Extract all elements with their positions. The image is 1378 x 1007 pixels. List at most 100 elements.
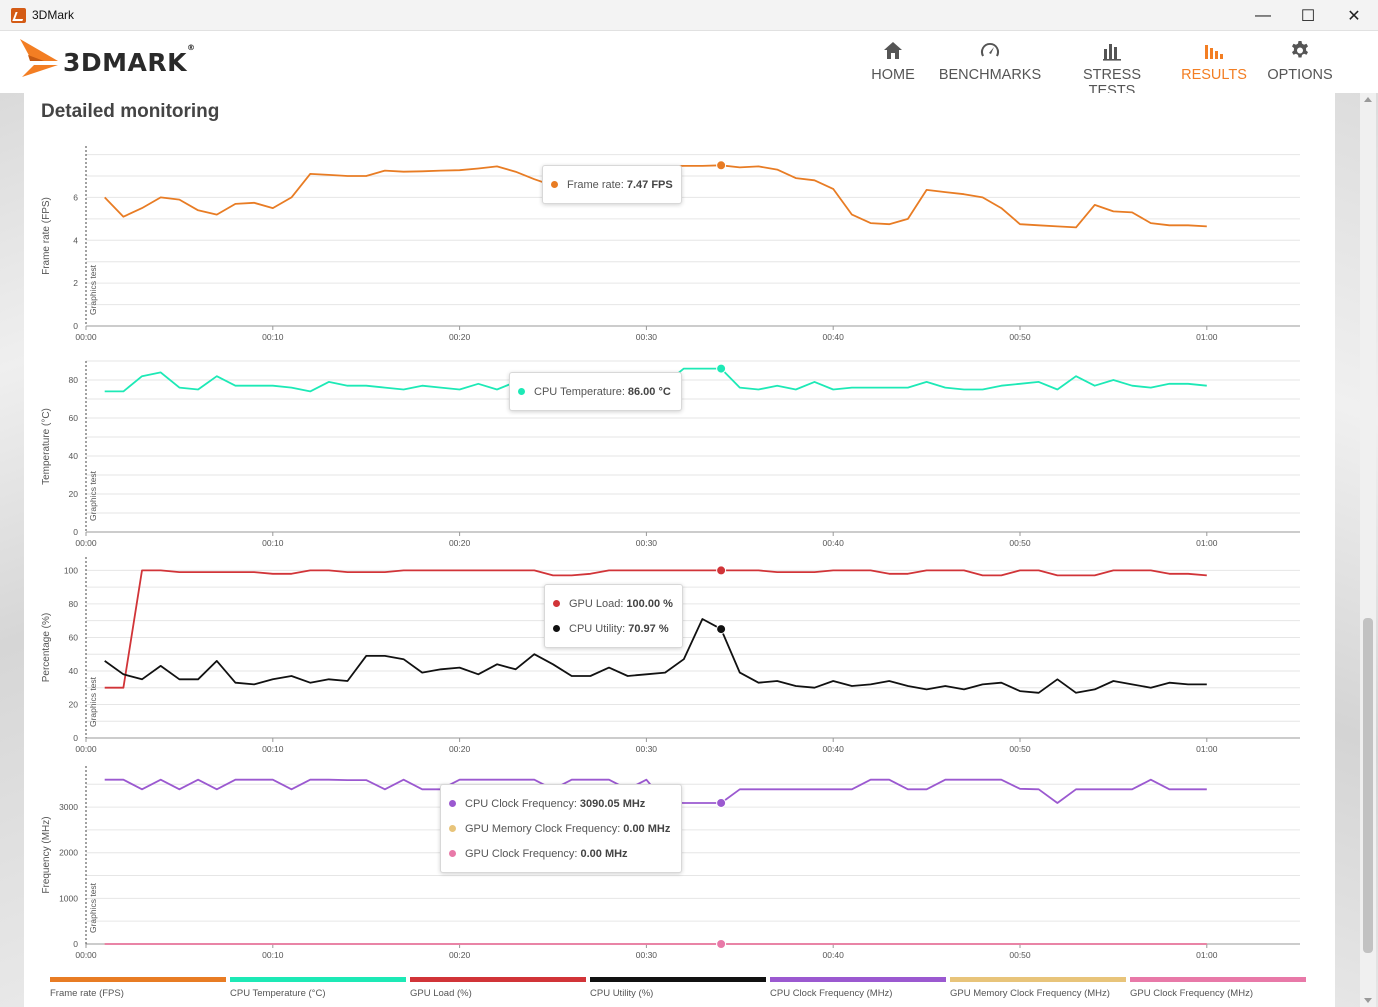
nav-results[interactable]: RESULTS	[1180, 39, 1248, 87]
x-tick-label: 01:00	[1196, 332, 1218, 342]
scroll-up-icon[interactable]	[1364, 97, 1372, 102]
tooltip-label: Frame rate:	[567, 178, 624, 191]
nav-benchmarks-label: BENCHMARKS	[938, 67, 1042, 83]
close-button[interactable]: ✕	[1347, 7, 1361, 25]
tooltip-cpu-temperature: CPU Temperature: 86.00 °C	[509, 372, 682, 411]
nav-benchmarks[interactable]: BENCHMARKS	[936, 39, 1044, 87]
nav-results-label: RESULTS	[1181, 67, 1247, 83]
y-tick-label: 40	[69, 451, 79, 461]
y-tick-label: 4	[73, 235, 78, 245]
series-dot-icon	[553, 625, 560, 632]
y-tick-label: 0	[73, 733, 78, 743]
x-tick-label: 00:00	[75, 538, 97, 548]
legend-label: Frame rate (FPS)	[50, 988, 124, 999]
legend-swatch	[230, 977, 406, 982]
x-tick-label: 01:00	[1196, 744, 1218, 754]
series-dot-icon	[449, 850, 456, 857]
tooltip-value: 7.47 FPS	[626, 178, 673, 191]
legend-item-gpu-load[interactable]: GPU Load (%)	[410, 977, 586, 1003]
x-tick-label: 01:00	[1196, 950, 1218, 960]
legend-item-cpu-temperature[interactable]: CPU Temperature (°C)	[230, 977, 406, 1003]
home-icon	[884, 42, 902, 59]
graphics-test-label: Graphics test	[88, 882, 98, 933]
nav-home[interactable]: HOME	[866, 39, 920, 87]
x-tick-label: 00:30	[636, 744, 658, 754]
tooltip-row: GPU Memory Clock Frequency: 0.00 MHz	[449, 816, 673, 841]
tooltip-percentage: GPU Load: 100.00 % CPU Utility: 70.97 %	[544, 584, 683, 648]
nav-options-label: OPTIONS	[1267, 67, 1333, 83]
y-tick-label: 80	[69, 599, 79, 609]
legend-swatch	[410, 977, 586, 982]
x-tick-label: 00:10	[262, 332, 284, 342]
bar-chart-icon	[1103, 44, 1121, 61]
x-tick-label: 00:30	[636, 332, 658, 342]
y-tick-label: 60	[69, 413, 79, 423]
y-tick-label: 1000	[59, 893, 78, 903]
y-tick-label: 20	[69, 489, 79, 499]
legend-label: GPU Memory Clock Frequency (MHz)	[950, 988, 1110, 999]
scroll-down-icon[interactable]	[1364, 998, 1372, 1003]
scroll-thumb[interactable]	[1363, 618, 1373, 953]
x-tick-label: 00:50	[1009, 538, 1031, 548]
y-tick-label: 40	[69, 666, 79, 676]
legend-swatch	[770, 977, 946, 982]
tooltip-value: 3090.05 MHz	[579, 797, 646, 810]
legend-label: GPU Load (%)	[410, 988, 472, 999]
legend-label: CPU Temperature (°C)	[230, 988, 326, 999]
tooltip-value: 100.00 %	[626, 597, 673, 610]
app-header: 3DMARK® HOME BENCHMARKS STRESS TESTS RES…	[0, 31, 1378, 99]
3dmark-logo-text: 3DMARK®	[63, 42, 196, 77]
tooltip-value: 0.00 MHz	[623, 822, 671, 835]
x-tick-label: 00:40	[823, 950, 845, 960]
y-tick-label: 0	[73, 527, 78, 537]
y-tick-label: 2000	[59, 848, 78, 858]
tooltip-label: GPU Memory Clock Frequency:	[465, 822, 621, 835]
y-axis-label: Frame rate (FPS)	[41, 197, 52, 275]
x-tick-label: 00:40	[823, 332, 845, 342]
y-tick-label: 2	[73, 278, 78, 288]
legend-item-cpu-clock[interactable]: CPU Clock Frequency (MHz)	[770, 977, 946, 1003]
graphics-test-label: Graphics test	[88, 676, 98, 727]
window-title: 3DMark	[32, 8, 75, 22]
tooltip-label: GPU Load:	[569, 597, 624, 610]
tooltip-value: 86.00 °C	[627, 385, 671, 398]
x-tick-label: 00:40	[823, 538, 845, 548]
app-icon	[11, 8, 26, 23]
gauge-icon	[980, 43, 1000, 57]
graphics-test-label: Graphics test	[88, 470, 98, 521]
legend-item-gpu-clock[interactable]: GPU Clock Frequency (MHz)	[1130, 977, 1306, 1003]
y-axis-label: Temperature (°C)	[41, 408, 52, 485]
legend-item-frame-rate[interactable]: Frame rate (FPS)	[50, 977, 226, 1003]
x-tick-label: 00:50	[1009, 332, 1031, 342]
tooltip-label: GPU Clock Frequency:	[465, 847, 578, 860]
series-line	[104, 618, 1207, 694]
vertical-scrollbar[interactable]	[1360, 93, 1376, 1007]
minimize-button[interactable]: —	[1255, 6, 1271, 24]
y-tick-label: 0	[73, 939, 78, 949]
legend-label: GPU Clock Frequency (MHz)	[1130, 988, 1253, 999]
legend-swatch	[1130, 977, 1306, 982]
background-left	[0, 93, 24, 1007]
y-axis-label: Percentage (%)	[41, 613, 52, 682]
x-tick-label: 00:30	[636, 538, 658, 548]
tooltip-label: CPU Clock Frequency:	[465, 797, 577, 810]
maximize-button[interactable]: ☐	[1300, 7, 1316, 25]
tooltip-row: CPU Utility: 70.97 %	[553, 616, 674, 641]
nav-options[interactable]: OPTIONS	[1264, 39, 1336, 87]
x-tick-label: 00:00	[75, 950, 97, 960]
gear-icon	[1292, 41, 1308, 58]
3dmark-logo-icon	[20, 39, 58, 77]
series-dot-icon	[551, 181, 558, 188]
y-tick-label: 0	[73, 321, 78, 331]
x-tick-label: 00:00	[75, 744, 97, 754]
x-tick-label: 00:10	[262, 538, 284, 548]
x-tick-label: 00:20	[449, 950, 471, 960]
tooltip-label: CPU Utility:	[569, 622, 626, 635]
x-tick-label: 00:50	[1009, 950, 1031, 960]
legend-swatch	[950, 977, 1126, 982]
legend-item-gpu-memory-clock[interactable]: GPU Memory Clock Frequency (MHz)	[950, 977, 1126, 1003]
y-tick-label: 60	[69, 632, 79, 642]
y-tick-label: 20	[69, 699, 79, 709]
legend-item-cpu-utility[interactable]: CPU Utility (%)	[590, 977, 766, 1003]
